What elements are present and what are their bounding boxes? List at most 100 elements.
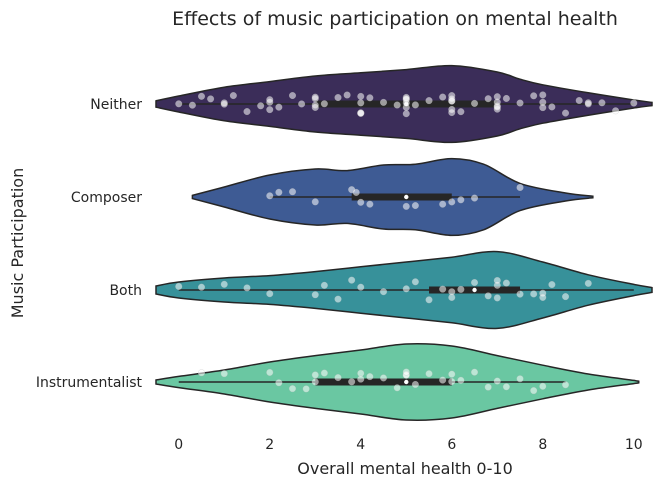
data-point bbox=[257, 102, 265, 110]
data-point bbox=[493, 377, 501, 385]
data-point bbox=[439, 285, 447, 293]
data-point bbox=[448, 288, 456, 296]
data-point bbox=[366, 200, 374, 208]
data-point bbox=[561, 381, 570, 389]
data-point bbox=[484, 95, 492, 103]
data-point bbox=[197, 283, 206, 291]
data-point bbox=[484, 383, 492, 391]
data-point bbox=[175, 282, 183, 291]
data-point bbox=[448, 378, 456, 386]
data-point bbox=[393, 384, 401, 392]
violin-instrumentalist bbox=[155, 343, 640, 421]
median-dot bbox=[404, 194, 409, 200]
data-point bbox=[411, 201, 419, 210]
data-point bbox=[530, 92, 538, 100]
data-point bbox=[311, 378, 319, 386]
data-point bbox=[516, 99, 524, 107]
data-point bbox=[288, 188, 297, 196]
data-point bbox=[612, 107, 620, 115]
x-tick-label: 8 bbox=[538, 437, 547, 453]
data-point bbox=[470, 194, 479, 202]
data-point bbox=[288, 385, 297, 393]
data-point bbox=[516, 290, 524, 298]
data-point bbox=[448, 108, 456, 117]
data-point bbox=[348, 276, 356, 284]
data-point bbox=[425, 97, 433, 105]
data-point bbox=[439, 376, 447, 384]
data-point bbox=[484, 292, 492, 300]
data-point bbox=[379, 288, 388, 296]
data-point bbox=[493, 103, 501, 111]
data-point bbox=[366, 373, 374, 381]
violins-layer bbox=[155, 64, 653, 421]
median-dot bbox=[404, 379, 409, 385]
data-point bbox=[584, 100, 592, 108]
violin-composer bbox=[191, 157, 594, 237]
data-point bbox=[470, 368, 479, 376]
data-point bbox=[548, 281, 556, 289]
median-dot bbox=[472, 287, 477, 293]
data-point bbox=[357, 283, 365, 291]
data-point bbox=[302, 385, 310, 393]
data-point bbox=[275, 188, 283, 196]
data-point bbox=[425, 296, 433, 304]
data-point bbox=[457, 108, 465, 116]
data-point bbox=[320, 281, 328, 289]
data-point bbox=[575, 96, 583, 105]
data-point bbox=[630, 99, 638, 107]
data-point bbox=[402, 368, 410, 376]
iqr-box bbox=[315, 378, 452, 386]
data-point bbox=[357, 109, 365, 117]
data-point bbox=[197, 369, 206, 377]
data-point bbox=[493, 294, 501, 302]
data-point bbox=[311, 93, 319, 101]
data-point bbox=[439, 200, 447, 208]
data-point bbox=[220, 370, 228, 378]
x-tick-label: 2 bbox=[265, 437, 274, 453]
data-point bbox=[457, 196, 465, 204]
data-point bbox=[598, 99, 606, 107]
x-tick-label: 4 bbox=[356, 437, 365, 453]
data-point bbox=[402, 95, 410, 103]
x-tick-labels: 0 2 4 6 8 10 bbox=[174, 437, 642, 453]
y-tick-label: Instrumentalist bbox=[36, 375, 143, 391]
data-point bbox=[207, 95, 215, 103]
x-axis-label: Overall mental health 0-10 bbox=[297, 459, 513, 478]
data-point bbox=[502, 383, 510, 391]
data-point bbox=[229, 92, 237, 100]
data-point bbox=[334, 374, 342, 382]
data-point bbox=[175, 100, 183, 108]
data-point bbox=[457, 376, 465, 384]
y-axis-label: Music Participation bbox=[8, 168, 27, 319]
data-point bbox=[220, 100, 228, 108]
data-point bbox=[311, 371, 319, 379]
violin-neither bbox=[155, 64, 653, 144]
x-tick-label: 0 bbox=[174, 437, 183, 453]
data-point bbox=[502, 279, 510, 287]
data-point bbox=[402, 285, 410, 293]
data-point bbox=[411, 380, 419, 389]
data-point bbox=[266, 106, 274, 114]
data-point bbox=[266, 192, 274, 200]
data-point bbox=[448, 95, 456, 103]
x-tick-label: 6 bbox=[447, 437, 456, 453]
data-point bbox=[539, 382, 547, 390]
data-point bbox=[266, 290, 274, 298]
data-point bbox=[493, 276, 501, 285]
y-tick-label: Both bbox=[109, 283, 142, 299]
y-tick-label: Neither bbox=[90, 97, 142, 113]
data-point bbox=[493, 93, 501, 101]
data-point bbox=[411, 278, 419, 286]
data-point bbox=[275, 379, 283, 387]
data-point bbox=[530, 387, 538, 395]
data-point bbox=[393, 101, 401, 109]
data-point bbox=[357, 198, 365, 206]
data-point bbox=[220, 280, 228, 288]
violin-both bbox=[155, 250, 653, 330]
data-point bbox=[288, 91, 297, 100]
data-point bbox=[188, 101, 196, 109]
data-point bbox=[539, 293, 547, 301]
data-point bbox=[320, 100, 328, 108]
data-point bbox=[334, 295, 342, 303]
